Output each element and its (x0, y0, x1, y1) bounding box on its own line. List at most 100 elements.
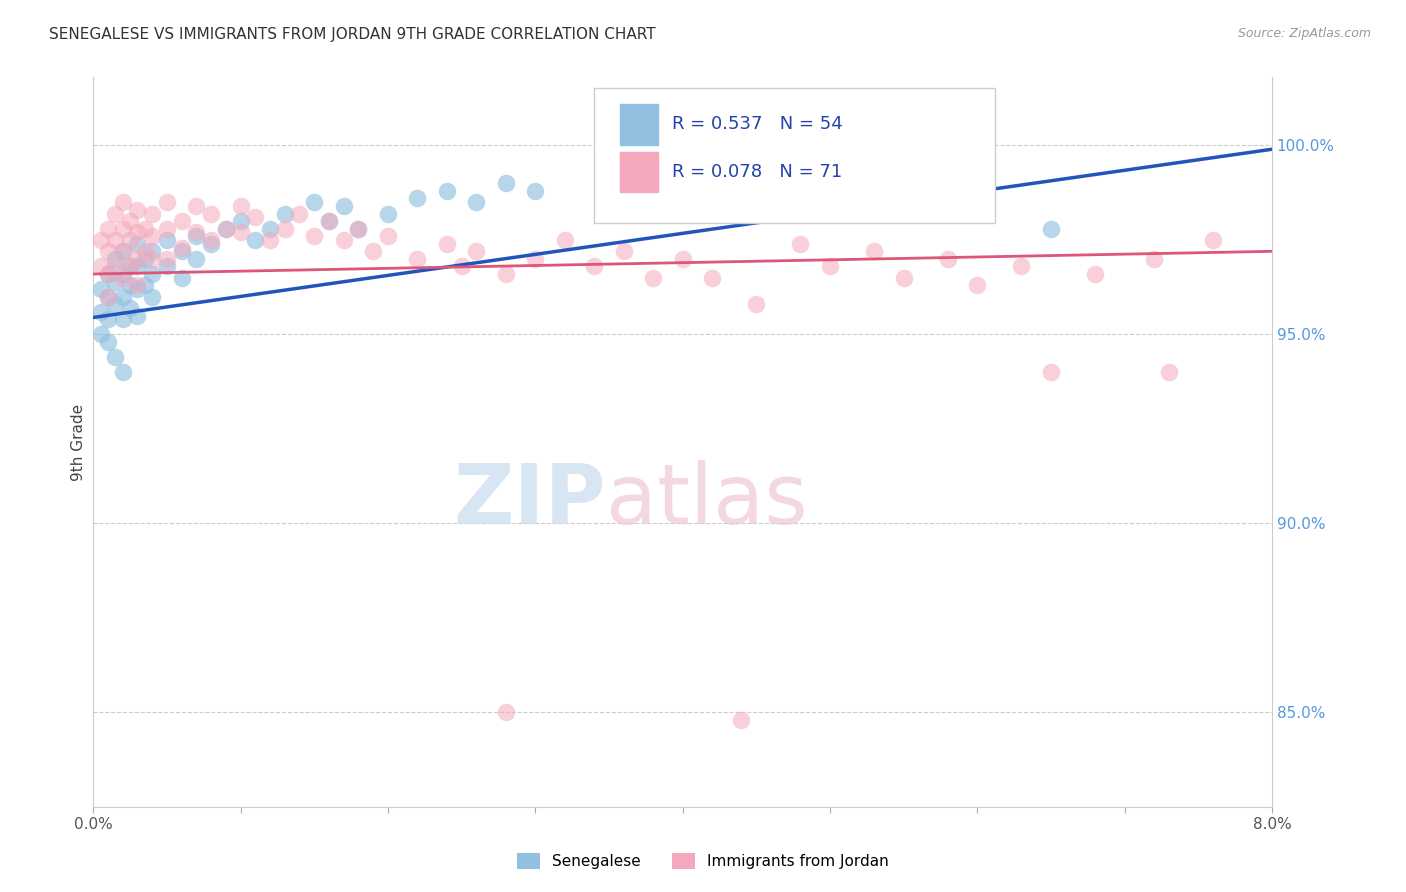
Point (215, 221, 238, 235)
Point (90, 260, 112, 274)
Point (745, 297, 768, 311)
Point (97, 221, 120, 235)
Bar (620, 104, 658, 145)
Point (245, 211, 267, 225)
Point (97, 290, 120, 304)
Point (583, 260, 606, 274)
Point (104, 206, 127, 220)
Point (465, 244, 488, 259)
Point (97, 312, 120, 326)
Point (118, 278, 141, 293)
Point (1039, 365, 1062, 379)
Point (118, 260, 141, 274)
Point (111, 267, 134, 281)
Point (229, 226, 252, 240)
Point (90, 327, 112, 342)
Point (90, 282, 112, 296)
Point (104, 260, 127, 274)
Point (361, 244, 384, 259)
Point (104, 275, 127, 289)
Point (134, 278, 156, 293)
Point (111, 365, 134, 379)
Point (465, 195, 488, 210)
Point (641, 270, 664, 285)
Point (613, 244, 636, 259)
Text: R = 0.537   N = 54: R = 0.537 N = 54 (672, 115, 842, 134)
Point (332, 199, 354, 213)
Point (118, 260, 141, 274)
Point (215, 221, 238, 235)
Point (118, 214, 141, 228)
Point (259, 221, 281, 235)
Point (245, 233, 267, 247)
Point (141, 290, 163, 304)
Point (97, 290, 120, 304)
Point (818, 150, 841, 164)
Point (156, 252, 179, 266)
Point (554, 233, 576, 247)
FancyBboxPatch shape (595, 88, 995, 223)
Point (730, 713, 752, 727)
Point (170, 270, 193, 285)
Point (111, 290, 134, 304)
Point (347, 221, 370, 235)
Point (1157, 365, 1180, 379)
Point (818, 260, 841, 274)
Point (893, 270, 915, 285)
Point (229, 214, 252, 228)
Point (789, 236, 811, 251)
Point (186, 229, 208, 244)
Point (127, 278, 149, 293)
Point (274, 206, 297, 220)
Point (671, 169, 693, 183)
Text: Source: ZipAtlas.com: Source: ZipAtlas.com (1237, 27, 1371, 40)
Text: SENEGALESE VS IMMIGRANTS FROM JORDAN 9TH GRADE CORRELATION CHART: SENEGALESE VS IMMIGRANTS FROM JORDAN 9TH… (49, 27, 655, 42)
Point (127, 260, 149, 274)
Point (111, 195, 134, 210)
Point (156, 195, 179, 210)
Point (141, 267, 163, 281)
Point (186, 199, 208, 213)
Point (186, 226, 208, 240)
Point (97, 267, 120, 281)
Point (200, 233, 222, 247)
Point (495, 267, 517, 281)
Point (141, 229, 163, 244)
Legend: Senegalese, Immigrants from Jordan: Senegalese, Immigrants from Jordan (512, 847, 894, 875)
Point (170, 214, 193, 228)
Point (156, 260, 179, 274)
Point (1202, 233, 1225, 247)
Point (141, 206, 163, 220)
Point (1010, 260, 1032, 274)
Point (127, 252, 149, 266)
Point (450, 260, 472, 274)
Point (671, 252, 693, 266)
Point (111, 244, 134, 259)
Point (318, 214, 340, 228)
Point (118, 233, 141, 247)
Point (141, 252, 163, 266)
Point (127, 236, 149, 251)
Point (97, 267, 120, 281)
Point (90, 305, 112, 319)
Point (259, 233, 281, 247)
Point (347, 221, 370, 235)
Point (332, 233, 354, 247)
Point (104, 233, 127, 247)
Point (156, 221, 179, 235)
Point (127, 282, 149, 296)
Point (377, 206, 399, 220)
Point (104, 252, 127, 266)
Point (141, 244, 163, 259)
Point (229, 199, 252, 213)
Point (111, 221, 134, 235)
Text: R = 0.078   N = 71: R = 0.078 N = 71 (672, 163, 842, 181)
Point (1143, 252, 1166, 266)
Point (170, 244, 193, 259)
Point (377, 229, 399, 244)
Point (936, 252, 959, 266)
Point (288, 206, 311, 220)
Point (436, 236, 458, 251)
Point (97, 334, 120, 349)
Point (524, 184, 547, 198)
